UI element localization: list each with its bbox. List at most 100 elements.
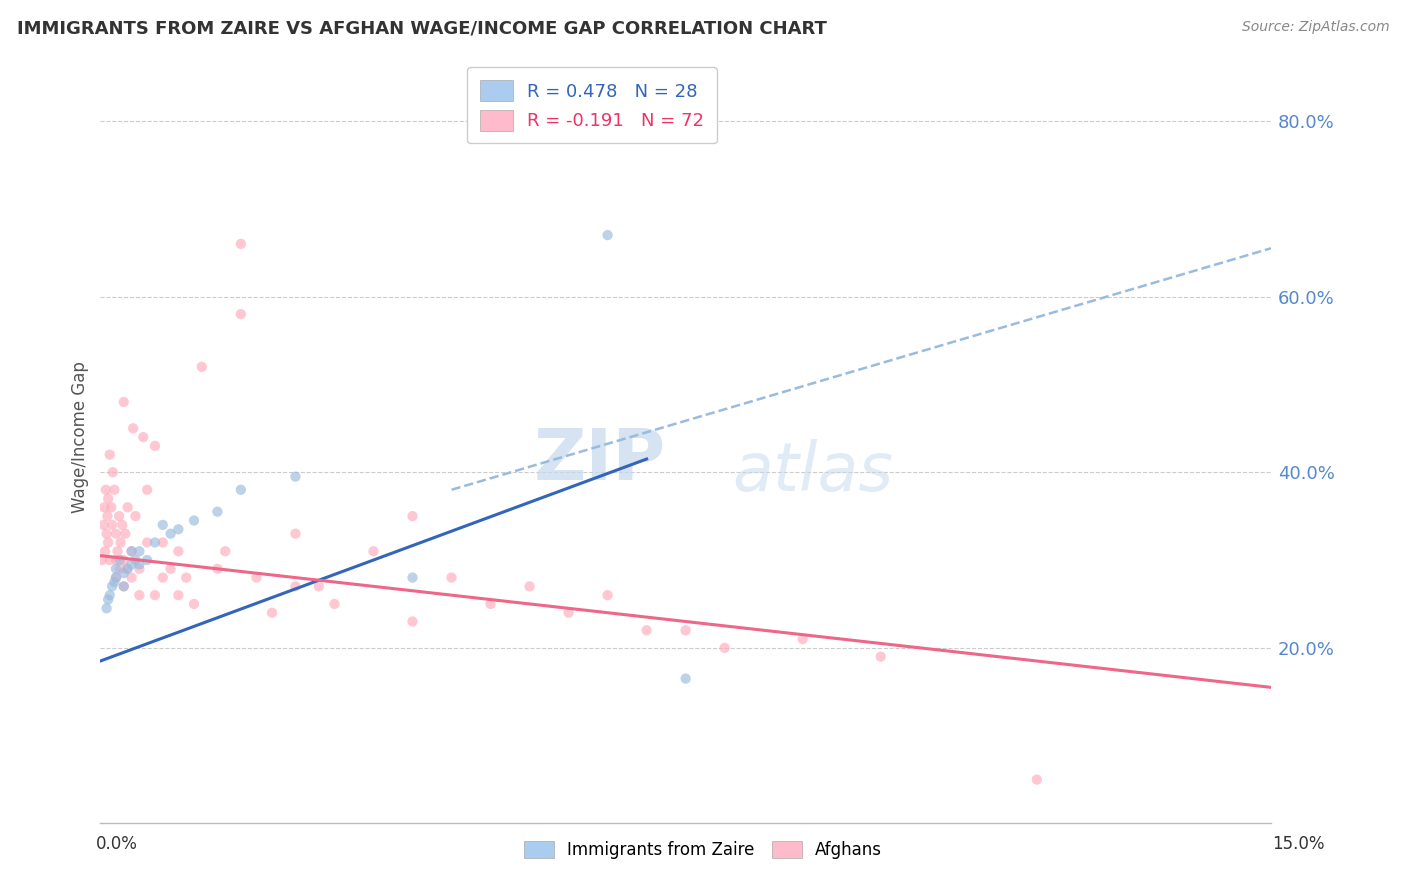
Point — [93, 517, 115, 532]
Point — [121, 558, 143, 572]
Point — [401, 571, 423, 585]
Point — [124, 553, 146, 567]
Point — [167, 522, 190, 536]
Point — [100, 500, 122, 515]
Point — [104, 571, 127, 585]
Point — [117, 500, 139, 515]
Point — [284, 526, 307, 541]
Point — [308, 579, 330, 593]
Point — [97, 491, 120, 506]
Point — [98, 448, 121, 462]
Point — [152, 535, 174, 549]
Point — [136, 553, 159, 567]
Point — [229, 483, 252, 497]
Point — [636, 624, 658, 638]
Point — [94, 483, 117, 497]
Point — [596, 588, 619, 602]
Point — [101, 579, 124, 593]
Point — [245, 571, 267, 585]
Point — [124, 509, 146, 524]
Point — [1025, 772, 1047, 787]
Point — [284, 469, 307, 483]
Point — [103, 574, 125, 589]
Point — [104, 571, 127, 585]
Point — [128, 562, 150, 576]
Text: 0.0%: 0.0% — [96, 835, 138, 853]
Point — [401, 615, 423, 629]
Point — [128, 544, 150, 558]
Point — [108, 553, 131, 567]
Point — [107, 544, 129, 558]
Point — [284, 579, 307, 593]
Point — [101, 517, 124, 532]
Point — [713, 640, 735, 655]
Point — [110, 535, 132, 549]
Point — [93, 500, 115, 515]
Point — [98, 588, 121, 602]
Point — [363, 544, 385, 558]
Point — [114, 526, 136, 541]
Point — [792, 632, 814, 646]
Point — [207, 505, 229, 519]
Point — [260, 606, 283, 620]
Point — [103, 483, 125, 497]
Point — [121, 571, 143, 585]
Point — [214, 544, 236, 558]
Point — [675, 624, 697, 638]
Point — [121, 544, 143, 558]
Point — [104, 526, 127, 541]
Point — [143, 439, 166, 453]
Text: IMMIGRANTS FROM ZAIRE VS AFGHAN WAGE/INCOME GAP CORRELATION CHART: IMMIGRANTS FROM ZAIRE VS AFGHAN WAGE/INC… — [17, 20, 827, 37]
Point — [121, 544, 143, 558]
Point — [143, 535, 166, 549]
Point — [97, 535, 120, 549]
Point — [112, 579, 135, 593]
Point — [136, 483, 159, 497]
Point — [596, 228, 619, 243]
Point — [136, 535, 159, 549]
Point — [96, 526, 118, 541]
Text: 15.0%: 15.0% — [1272, 835, 1324, 853]
Point — [401, 509, 423, 524]
Point — [191, 359, 214, 374]
Point — [112, 579, 135, 593]
Point — [96, 509, 118, 524]
Point — [183, 597, 205, 611]
Point — [519, 579, 541, 593]
Point — [122, 421, 145, 435]
Point — [159, 526, 181, 541]
Point — [128, 588, 150, 602]
Point — [112, 395, 135, 409]
Point — [183, 514, 205, 528]
Point — [167, 588, 190, 602]
Point — [90, 553, 112, 567]
Point — [675, 672, 697, 686]
Point — [152, 517, 174, 532]
Point — [104, 562, 127, 576]
Point — [207, 562, 229, 576]
Point — [111, 517, 134, 532]
Point — [101, 465, 124, 479]
Point — [112, 553, 135, 567]
Legend: Immigrants from Zaire, Afghans: Immigrants from Zaire, Afghans — [516, 833, 890, 868]
Point — [117, 562, 139, 576]
Point — [479, 597, 502, 611]
Point — [104, 553, 127, 567]
Point — [97, 592, 120, 607]
Point — [323, 597, 346, 611]
Point — [229, 236, 252, 251]
Point — [174, 571, 197, 585]
Point — [167, 544, 190, 558]
Point — [132, 430, 155, 444]
Point — [557, 606, 579, 620]
Point — [152, 571, 174, 585]
Point — [108, 562, 131, 576]
Y-axis label: Wage/Income Gap: Wage/Income Gap — [72, 361, 89, 513]
Point — [440, 571, 463, 585]
Legend: R = 0.478   N = 28, R = -0.191   N = 72: R = 0.478 N = 28, R = -0.191 N = 72 — [467, 68, 717, 144]
Text: ZIP: ZIP — [533, 425, 665, 495]
Point — [159, 562, 181, 576]
Point — [96, 601, 118, 615]
Point — [98, 553, 121, 567]
Point — [229, 307, 252, 321]
